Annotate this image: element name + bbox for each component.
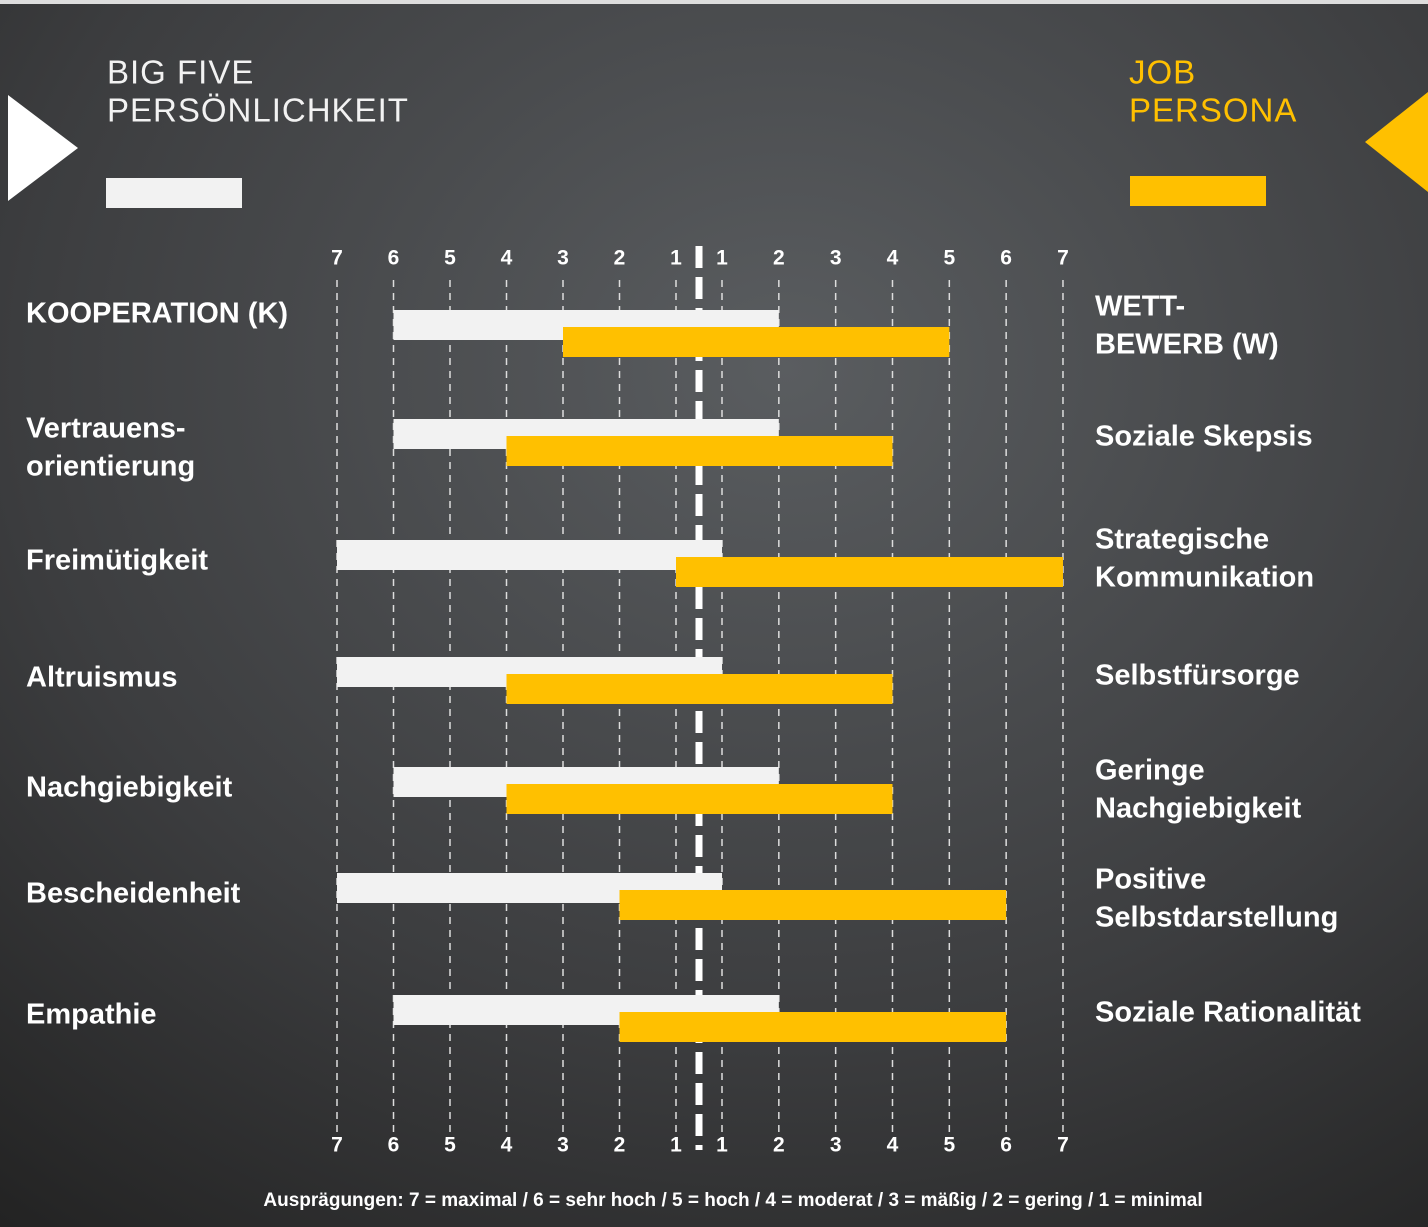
tick-label: 1 [716,1134,728,1157]
row-label: Soziale Skepsis [1095,421,1313,453]
row-label: Soziale Rationalität [1095,997,1361,1029]
tick-label: 2 [773,247,785,270]
top-border [0,0,1428,4]
range-bar [506,784,893,814]
tick-label: 1 [670,1134,682,1157]
tick-label: 5 [444,247,456,270]
tick-label: 5 [943,1134,955,1157]
tick-label: 7 [331,247,343,270]
footnote: Ausprägungen: 7 = maximal / 6 = sehr hoc… [263,1190,1202,1211]
tick-label: 4 [501,1134,513,1157]
tick-label: 1 [670,247,682,270]
tick-label: 4 [501,247,513,270]
row-label: Positive [1095,864,1206,896]
range-bar [337,540,722,570]
row-label: Selbstdarstellung [1095,902,1338,934]
legend-swatch [1130,176,1266,206]
row-label: WETT- [1095,291,1185,323]
range-bar [619,1012,1007,1042]
range-bar [506,674,893,704]
row-label: Freimütigkeit [26,545,208,577]
tick-label: 7 [1057,247,1069,270]
row-label: Selbstfürsorge [1095,660,1300,692]
row-label: Bescheidenheit [26,878,241,910]
range-bar [676,557,1063,587]
tick-label: 6 [388,1134,400,1157]
tick-label: 3 [830,1134,842,1157]
legend-title: PERSONA [1129,92,1297,129]
range-bar [563,327,950,357]
row-label: Vertrauens- [26,413,186,445]
row-label: BEWERB (W) [1095,329,1279,361]
right-arrow [1365,92,1428,192]
legend-title: JOB [1129,54,1196,91]
tick-label: 2 [773,1134,785,1157]
tick-label: 2 [614,1134,626,1157]
tick-label: 1 [716,247,728,270]
tick-label: 2 [614,247,626,270]
row-label: Empathie [26,999,157,1031]
tick-label: 6 [388,247,400,270]
row-label: Altruismus [26,662,177,694]
tick-label: 7 [331,1134,343,1157]
legend-swatch [106,178,242,208]
legend-title: BIG FIVE [107,54,254,91]
row-label: orientierung [26,451,195,483]
range-bar [506,436,893,466]
row-label: Kommunikation [1095,562,1314,594]
tick-label: 5 [444,1134,456,1157]
legend-title: PERSÖNLICHKEIT [107,92,409,129]
row-label: Strategische [1095,524,1269,556]
tick-label: 4 [887,1134,899,1157]
row-label: KOOPERATION (K) [26,298,288,330]
tick-label: 3 [557,1134,569,1157]
range-bar [619,890,1007,920]
tick-label: 4 [887,247,899,270]
row-label: Nachgiebigkeit [26,772,233,804]
row-label: Nachgiebigkeit [1095,793,1302,825]
left-arrow [8,95,78,201]
tick-label: 3 [557,247,569,270]
tick-label: 3 [830,247,842,270]
row-label: Geringe [1095,755,1205,787]
tick-label: 5 [943,247,955,270]
tick-label: 7 [1057,1134,1069,1157]
tick-label: 6 [1000,247,1012,270]
tick-label: 6 [1000,1134,1012,1157]
